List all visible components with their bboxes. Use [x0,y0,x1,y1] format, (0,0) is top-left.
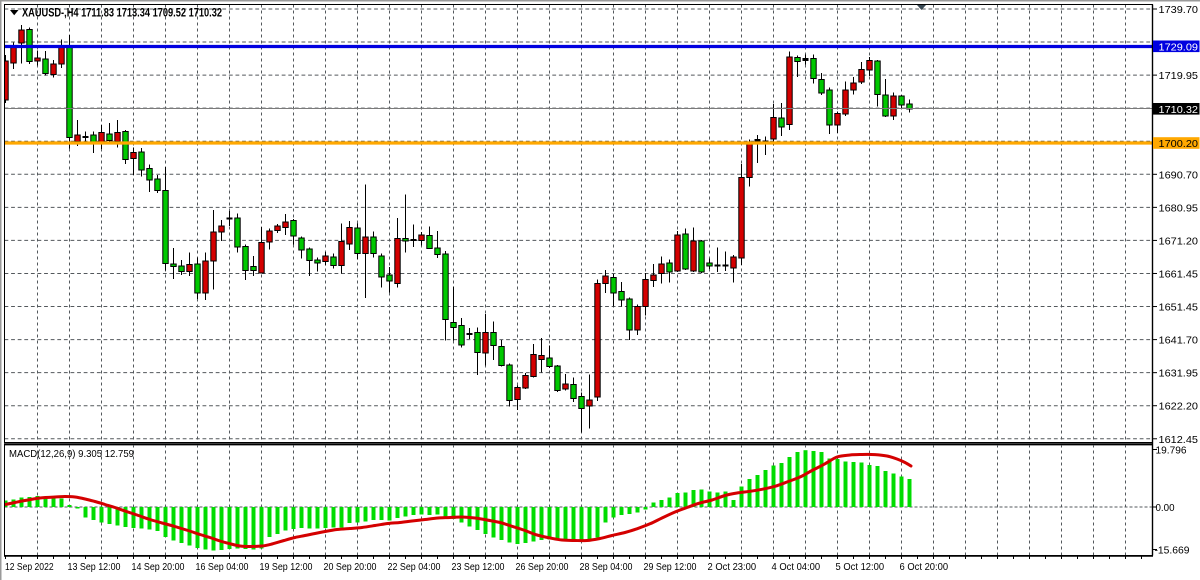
svg-text:2 Oct 23:00: 2 Oct 23:00 [708,561,757,573]
svg-text:1690.70: 1690.70 [1159,169,1199,181]
svg-text:1739.70: 1739.70 [1159,4,1199,16]
svg-text:20 Sep 20:00: 20 Sep 20:00 [324,561,377,573]
svg-text:1631.95: 1631.95 [1159,368,1199,380]
svg-text:1719.95: 1719.95 [1159,70,1199,82]
svg-text:5 Oct 12:00: 5 Oct 12:00 [836,561,885,573]
svg-text:22 Sep 04:00: 22 Sep 04:00 [388,561,441,573]
svg-text:1700.20: 1700.20 [1159,138,1199,150]
svg-text:1680.95: 1680.95 [1159,202,1199,214]
svg-text:XAUUSD-,H4 1711.83 1713.34 17: XAUUSD-,H4 1711.83 1713.34 1709.52 1710.… [22,8,222,20]
svg-text:14 Sep 20:00: 14 Sep 20:00 [132,561,185,573]
svg-text:6 Oct 20:00: 6 Oct 20:00 [900,561,949,573]
svg-text:29 Sep 12:00: 29 Sep 12:00 [644,561,697,573]
svg-text:23 Sep 12:00: 23 Sep 12:00 [452,561,505,573]
svg-text:-15.669: -15.669 [1155,545,1190,557]
svg-text:19.796: 19.796 [1156,445,1187,457]
svg-text:4 Oct 04:00: 4 Oct 04:00 [772,561,821,573]
svg-text:1612.45: 1612.45 [1159,434,1199,446]
svg-text:19 Sep 12:00: 19 Sep 12:00 [260,561,313,573]
svg-text:1622.20: 1622.20 [1159,401,1199,413]
svg-text:13 Sep 12:00: 13 Sep 12:00 [68,561,121,573]
svg-text:28 Sep 04:00: 28 Sep 04:00 [580,561,633,573]
svg-text:0.00: 0.00 [1156,502,1175,514]
svg-text:26 Sep 20:00: 26 Sep 20:00 [516,561,569,573]
svg-text:16 Sep 04:00: 16 Sep 04:00 [196,561,249,573]
svg-text:1661.45: 1661.45 [1159,268,1199,280]
svg-text:1729.09: 1729.09 [1159,41,1199,53]
svg-text:1651.45: 1651.45 [1159,302,1199,314]
svg-text:1641.70: 1641.70 [1159,335,1199,347]
svg-text:MACD(12,26,9) 9.305 12.759: MACD(12,26,9) 9.305 12.759 [9,448,134,460]
svg-text:1671.20: 1671.20 [1159,235,1199,247]
svg-text:12 Sep 2022: 12 Sep 2022 [5,561,54,573]
svg-text:1710.32: 1710.32 [1159,104,1199,116]
